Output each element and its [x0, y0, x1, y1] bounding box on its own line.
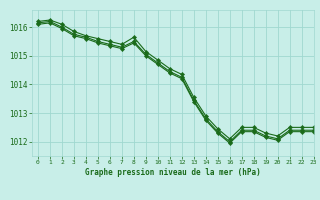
X-axis label: Graphe pression niveau de la mer (hPa): Graphe pression niveau de la mer (hPa) — [85, 168, 261, 177]
